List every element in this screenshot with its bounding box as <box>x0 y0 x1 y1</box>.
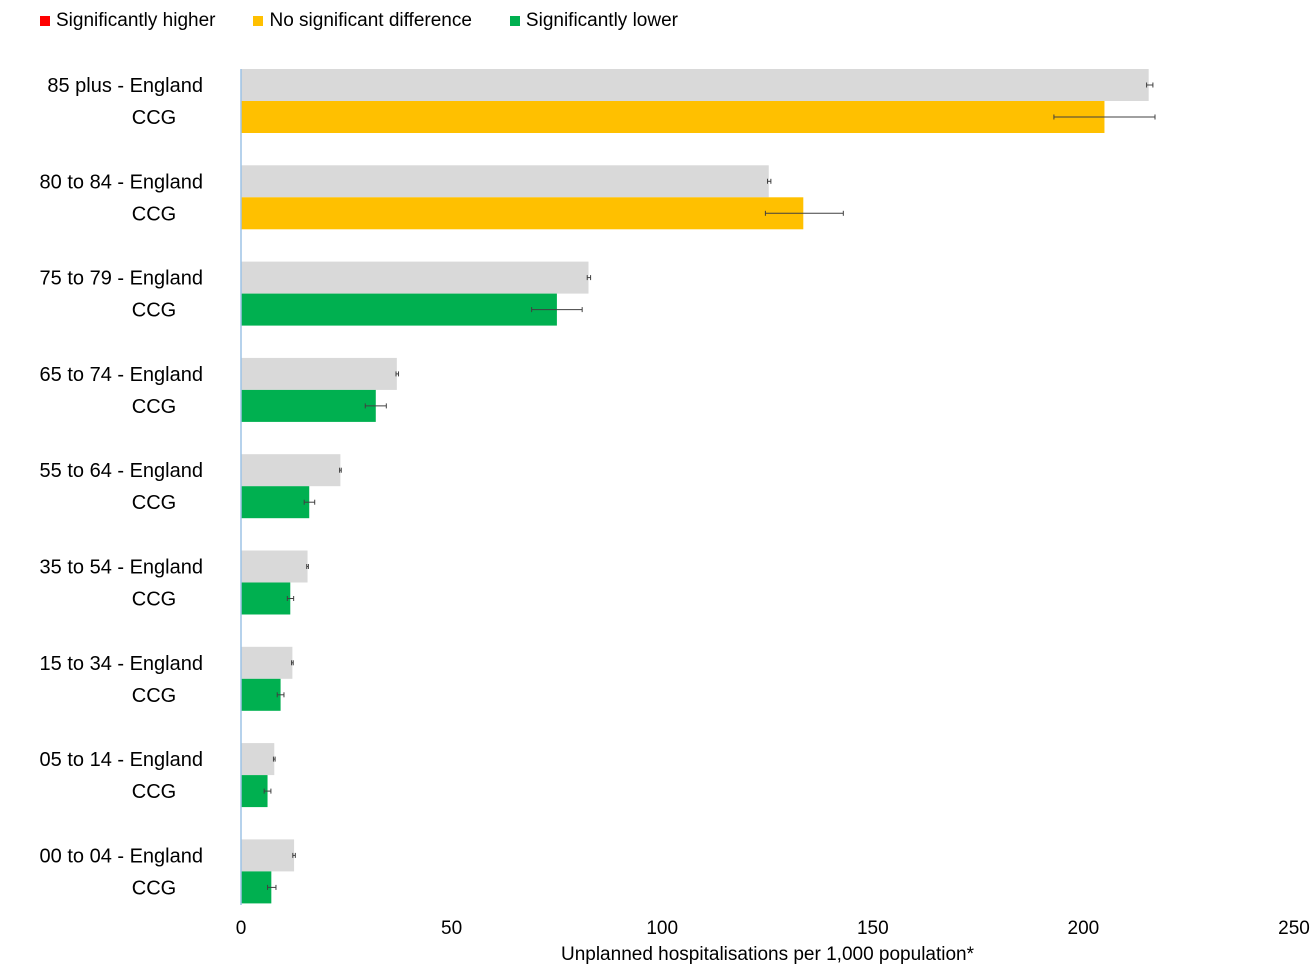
bar-ccg-3 <box>241 389 376 422</box>
bar-england-5 <box>241 550 308 583</box>
category-label-ccg: CCG <box>132 300 176 322</box>
category-label-ccg: CCG <box>132 877 176 899</box>
bar-ccg-1 <box>241 197 804 230</box>
category-label-ccg: CCG <box>132 589 176 611</box>
chart-legend: Significantly higher No significant diff… <box>40 9 716 33</box>
bar-ccg-8 <box>241 871 272 904</box>
x-tick-label: 150 <box>857 918 889 939</box>
x-tick-label: 50 <box>441 918 462 939</box>
bar-ccg-7 <box>241 775 268 808</box>
category-label-england: 80 to 84 - England <box>40 171 203 193</box>
x-tick-label: 0 <box>236 918 247 939</box>
category-label-england: 55 to 64 - England <box>40 460 203 482</box>
x-tick-label: 250 <box>1278 918 1310 939</box>
x-tick-label: 200 <box>1068 918 1100 939</box>
bar-ccg-5 <box>241 582 291 615</box>
category-label-ccg: CCG <box>132 107 176 129</box>
legend-swatch-amber <box>253 16 264 26</box>
bar-ccg-4 <box>241 486 310 519</box>
category-label-ccg: CCG <box>132 781 176 803</box>
bar-ccg-6 <box>241 678 281 711</box>
legend-swatch-green <box>509 16 520 26</box>
bar-england-4 <box>241 454 341 487</box>
category-label-england: 00 to 04 - England <box>40 845 203 867</box>
category-label-england: 65 to 74 - England <box>40 364 203 386</box>
bar-england-1 <box>241 165 769 198</box>
legend-item-no-significant-difference: No significant difference <box>253 10 472 32</box>
bar-england-7 <box>241 743 275 776</box>
legend-item-significantly-lower: Significantly lower <box>509 10 678 32</box>
legend-item-significantly-higher: Significantly higher <box>40 10 215 32</box>
legend-label: No significant difference <box>269 10 472 31</box>
bar-england-0 <box>241 69 1149 101</box>
category-label-ccg: CCG <box>132 396 176 418</box>
category-label-england: 75 to 79 - England <box>40 268 203 290</box>
category-label-england: 05 to 14 - England <box>40 749 203 771</box>
legend-label: Significantly higher <box>56 10 216 31</box>
legend-label: Significantly lower <box>525 10 678 31</box>
category-label-ccg: CCG <box>132 685 176 707</box>
category-label-ccg: CCG <box>132 203 176 225</box>
legend-swatch-red <box>40 16 50 26</box>
bar-england-6 <box>241 646 293 679</box>
x-axis-title: Unplanned hospitalisations per 1,000 pop… <box>561 944 975 965</box>
bar-ccg-0 <box>241 101 1105 133</box>
bar-england-8 <box>241 839 295 872</box>
x-tick-label: 100 <box>646 918 678 939</box>
category-label-england: 35 to 54 - England <box>40 557 203 579</box>
category-label-england: 85 plus - England <box>47 75 203 97</box>
category-label-ccg: CCG <box>132 492 176 514</box>
category-label-england: 15 to 34 - England <box>40 653 203 675</box>
bar-england-2 <box>241 261 589 294</box>
bar-england-3 <box>241 357 397 390</box>
bar-ccg-2 <box>241 293 557 326</box>
